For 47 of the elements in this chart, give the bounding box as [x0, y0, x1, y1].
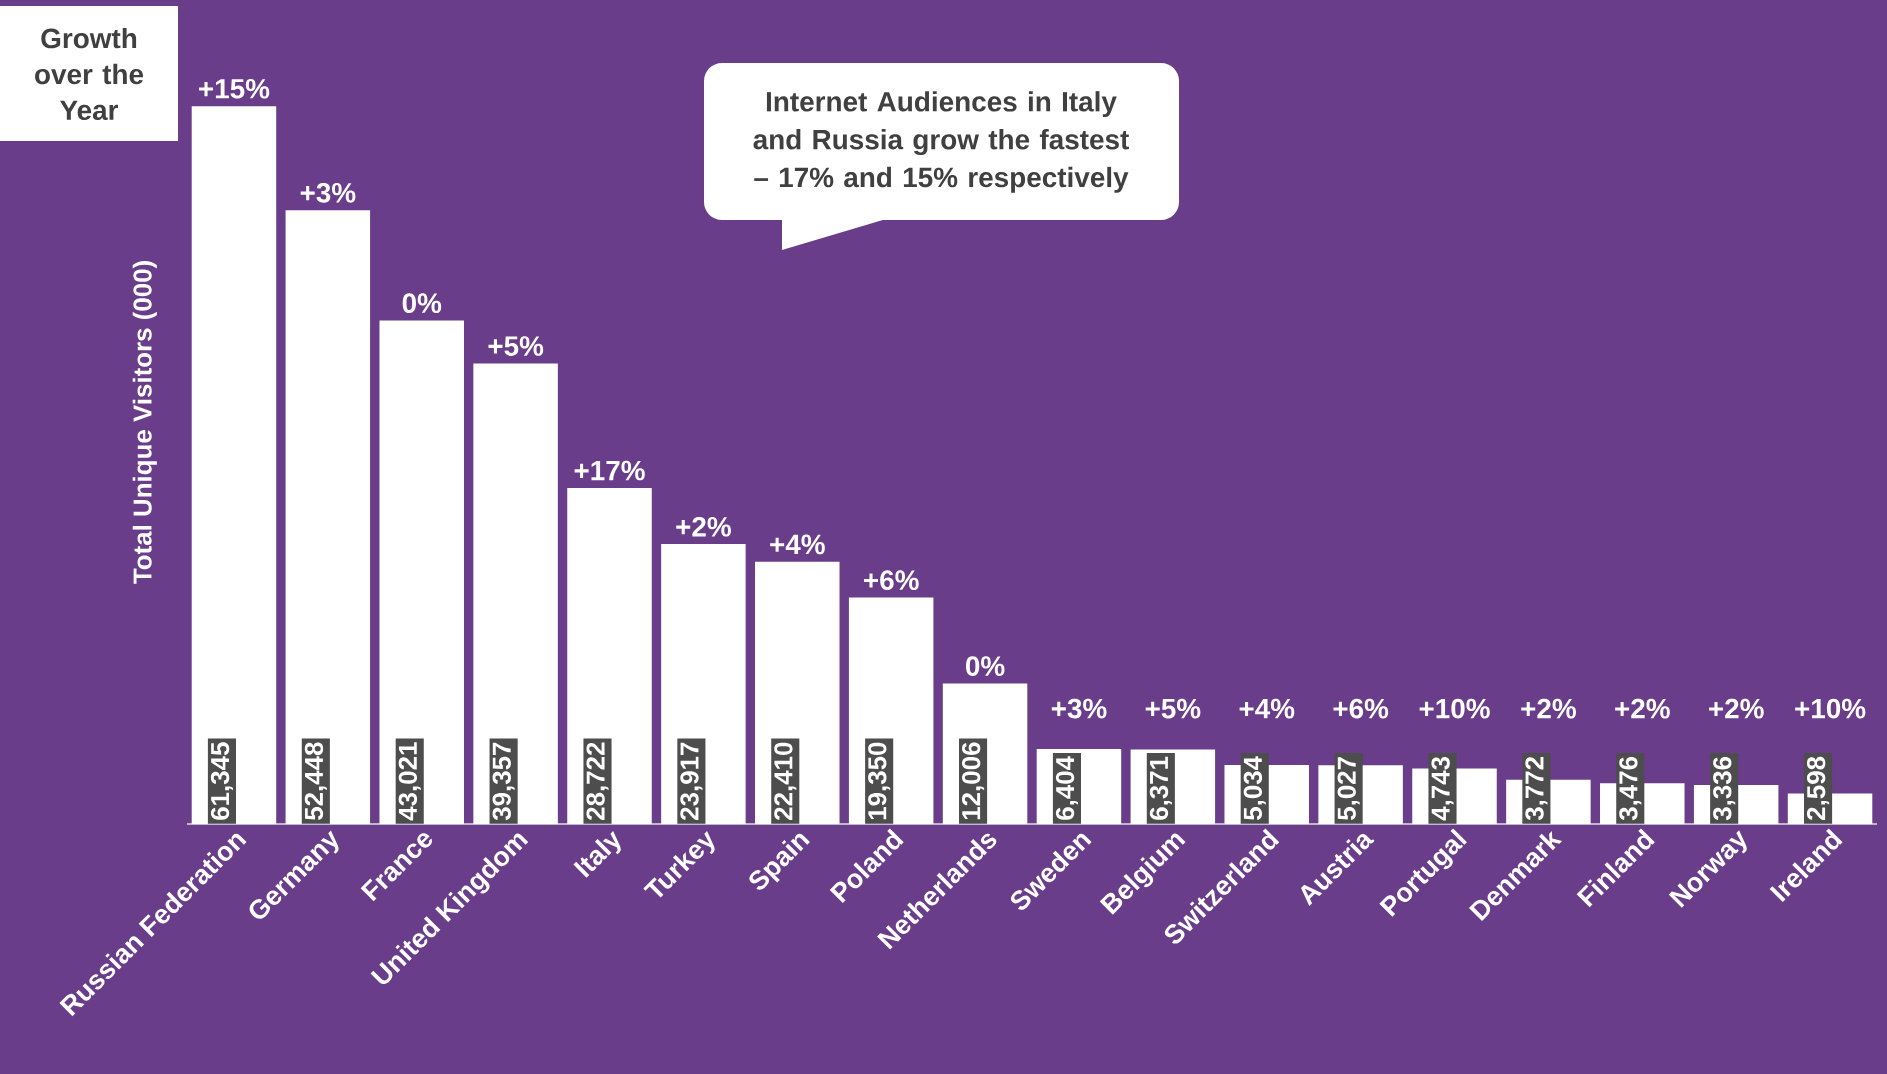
data-label: 61,345	[210, 742, 233, 820]
bar	[473, 363, 558, 824]
annotation: +2%	[1615, 698, 1670, 719]
data-label: 43,021	[398, 742, 421, 821]
annotation: +6%	[1333, 698, 1389, 719]
y-axis-title: Total Unique Visitors (000)	[132, 261, 157, 584]
bar	[285, 210, 371, 824]
data-label: 3,772	[1525, 757, 1548, 821]
annotation: +10%	[1419, 698, 1490, 719]
data-label: 4,743	[1431, 756, 1454, 821]
annotation: +4%	[770, 534, 825, 555]
data-label: 5,034	[1243, 756, 1266, 820]
annotation: +2%	[676, 516, 731, 537]
data-label: 2,598	[1807, 756, 1830, 820]
data-label: 12,006	[962, 742, 985, 820]
text: Growth over the Year	[35, 27, 144, 121]
annotation: +2%	[1709, 698, 1764, 719]
annotation: +3%	[300, 182, 356, 203]
data-label: 6,404	[1055, 756, 1078, 820]
annotation: 0%	[966, 656, 1005, 676]
bar	[567, 487, 652, 824]
data-label: 19,350	[868, 742, 891, 820]
annotation: +10%	[1795, 698, 1866, 719]
annotation: +4%	[1239, 698, 1295, 719]
annotation: Internet Audiences in Italy and Russia grow the fastest – 17% and 15% respectively	[753, 91, 1129, 193]
data-label: 22,410	[774, 742, 797, 820]
data-label: 5,027	[1337, 757, 1360, 820]
annotation: +2%	[1521, 698, 1576, 719]
bar	[755, 561, 840, 824]
annotation: +6%	[864, 570, 919, 591]
annotation: +17%	[574, 460, 645, 481]
bar	[379, 320, 464, 824]
data-label: 39,357	[492, 742, 515, 821]
annotation: +15%	[199, 78, 270, 99]
data-label: 3,336	[1713, 756, 1736, 821]
data-label: 23,917	[680, 742, 703, 820]
annotation: +3%	[1051, 698, 1107, 719]
bar	[661, 544, 746, 824]
bar	[848, 597, 934, 824]
data-label: 6,371	[1149, 756, 1172, 820]
annotation: +5%	[1145, 698, 1201, 719]
data-label: 52,448	[304, 742, 327, 820]
annotation: 0%	[402, 293, 442, 314]
bar	[191, 106, 277, 824]
data-label: 3,476	[1619, 756, 1642, 821]
data-label: 28,722	[586, 742, 609, 820]
annotation: +5%	[488, 336, 544, 356]
